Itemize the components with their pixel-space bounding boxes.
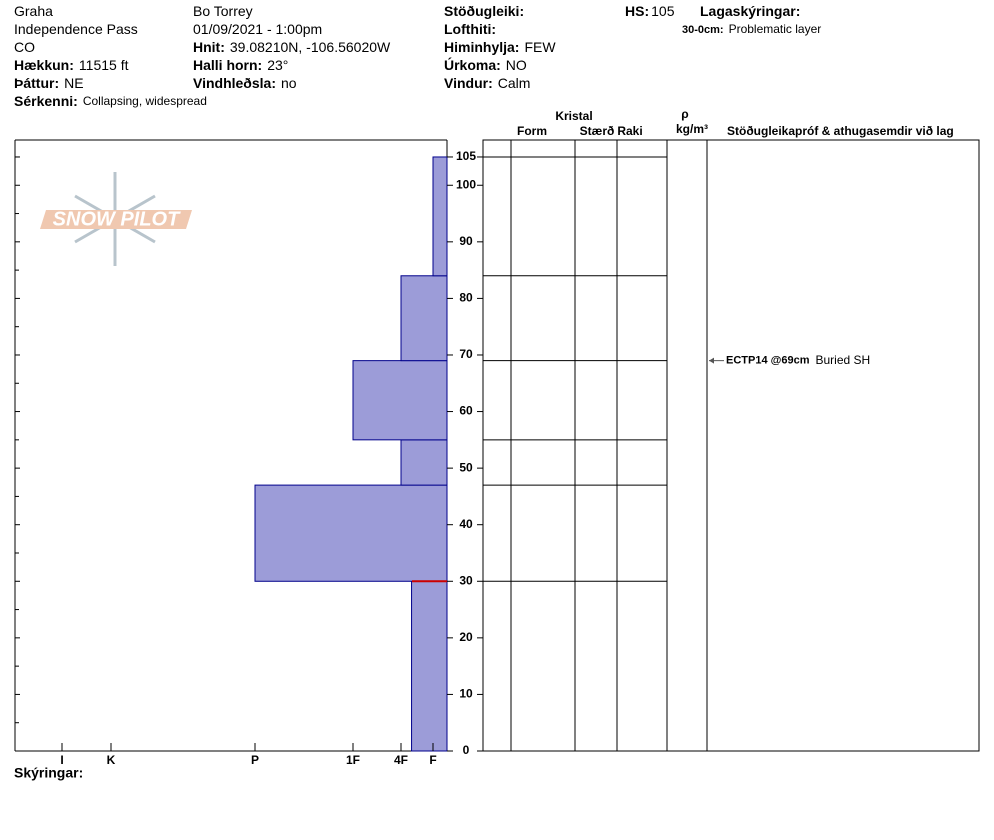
header-field: Hnit: 39.08210N, -106.56020W	[193, 39, 391, 55]
column-header: Kristal	[555, 109, 592, 123]
y-tick-label: 50	[459, 460, 473, 474]
test-label: ECTP14 @69cm	[726, 355, 810, 367]
field-label: Vindur:	[444, 75, 493, 91]
field-value: Calm	[498, 75, 531, 91]
hardness-bar	[432, 156, 448, 277]
header-field: Vindur: Calm	[444, 75, 530, 91]
test-comment: Buried SH	[816, 353, 871, 367]
y-tick-label: 30	[459, 573, 473, 587]
x-tick-label: 4F	[394, 753, 408, 767]
hardness-bar	[411, 580, 448, 752]
arrow-head	[709, 357, 714, 364]
y-tick-label: 105	[456, 149, 476, 163]
field-label: Hækkun:	[14, 57, 74, 73]
y-tick-label: 0	[463, 743, 470, 757]
field-label: HS:	[625, 3, 649, 19]
column-header: Stöðugleikapróf & athugasemdir við lag	[727, 124, 954, 138]
field-label: Stöðugleiki:	[444, 3, 524, 19]
hardness-bar	[400, 275, 448, 362]
field-value: 105	[651, 3, 675, 19]
field-label: Lofthiti:	[444, 21, 496, 37]
field-value: Collapsing, widespread	[83, 94, 207, 108]
hardness-bar	[400, 439, 448, 486]
hardness-bar	[352, 360, 448, 441]
y-tick-label: 60	[459, 404, 473, 418]
header-field: 01/09/2021 - 1:00pm	[193, 21, 322, 37]
hardness-bar	[254, 484, 448, 582]
field-label: 30-0cm:	[682, 24, 724, 36]
field-value: Graha	[14, 3, 53, 19]
header-field: Úrkoma: NO	[444, 56, 527, 73]
header-field: Graha	[14, 3, 53, 19]
field-value: NE	[64, 75, 83, 91]
y-tick-label: 100	[456, 177, 476, 191]
header-field: Þáttur: NE	[14, 75, 84, 91]
logo	[40, 172, 192, 266]
column-header: ρ	[681, 107, 688, 121]
field-value: Bo Torrey	[193, 3, 253, 19]
x-tick-label: P	[251, 753, 259, 767]
header-field: Independence Pass	[14, 21, 138, 37]
header-field: Hækkun: 11515 ft	[14, 57, 129, 73]
header-field: Bo Torrey	[193, 3, 253, 19]
field-label: Himinhylja:	[444, 39, 519, 55]
y-tick-label: 10	[459, 687, 473, 701]
header-field: Himinhylja: FEW	[444, 39, 556, 55]
header-field: Halli horn: 23°	[193, 57, 288, 73]
y-tick-label: 90	[459, 234, 473, 248]
field-label: Halli horn:	[193, 57, 262, 73]
y-tick-label: 20	[459, 630, 473, 644]
y-tick-label: 80	[459, 291, 473, 305]
x-tick-label: F	[429, 753, 436, 767]
y-tick-label: 40	[459, 517, 473, 531]
field-value: CO	[14, 39, 35, 55]
header-field: Lofthiti:	[444, 21, 496, 37]
header-field: CO	[14, 39, 35, 55]
field-label: Þáttur:	[14, 75, 59, 91]
header-field: HS: 105	[625, 3, 675, 19]
header-field: Vindhleðsla: no	[193, 75, 297, 91]
header-field: Sérkenni: Collapsing, widespread	[14, 93, 207, 109]
field-value: Independence Pass	[14, 21, 138, 37]
column-header: Form	[517, 124, 547, 138]
y-tick-label: 70	[459, 347, 473, 361]
field-value: 01/09/2021 - 1:00pm	[193, 21, 322, 37]
field-label: Vindhleðsla:	[193, 75, 276, 91]
field-value: NO	[506, 57, 527, 73]
column-header: kg/m³	[676, 122, 708, 136]
field-value: Problematic layer	[729, 22, 822, 36]
header-field: Stöðugleiki:	[444, 3, 524, 19]
field-label: Sérkenni:	[14, 93, 78, 109]
footer-label: Skýringar:	[14, 765, 83, 781]
field-value: 39.08210N, -106.56020W	[230, 39, 391, 55]
header-field: Lagaskýringar:	[700, 3, 800, 19]
field-value: 11515 ft	[79, 57, 129, 73]
x-tick-label: I	[60, 753, 63, 767]
logo-text: SNOW PILOT	[53, 208, 181, 230]
column-header: Stærð	[580, 124, 615, 138]
field-label: Úrkoma:	[444, 56, 501, 73]
field-label: Hnit:	[193, 39, 225, 55]
field-value: 23°	[267, 57, 288, 73]
field-label: Lagaskýringar:	[700, 3, 800, 19]
x-tick-label: K	[107, 753, 116, 767]
x-tick-label: 1F	[346, 753, 360, 767]
layer-table-frame	[482, 139, 980, 752]
field-value: FEW	[524, 39, 556, 55]
column-header: Raki	[617, 124, 642, 138]
field-value: no	[281, 75, 297, 91]
header-field: 30-0cm: Problematic layer	[682, 22, 821, 36]
